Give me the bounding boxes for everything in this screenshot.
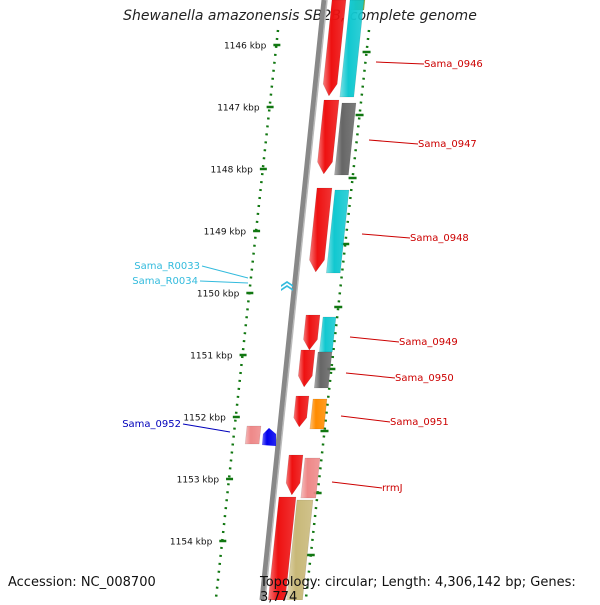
gene-label: Sama_R0033 bbox=[134, 261, 200, 272]
gene-label-leader bbox=[331, 481, 383, 489]
cog-category-bar bbox=[286, 499, 314, 600]
cds-arrow bbox=[303, 314, 321, 351]
gene-label: Sama_0952 bbox=[122, 419, 181, 430]
accession-text: Accession: NC_008700 bbox=[8, 575, 156, 590]
cds-bar bbox=[267, 496, 297, 600]
scale-tick-label: 1154 kbp bbox=[170, 538, 213, 548]
scale-tick-label: 1147 kbp bbox=[217, 104, 260, 114]
cds-arrow bbox=[285, 454, 304, 496]
gene-label: Sama_0951 bbox=[390, 417, 449, 428]
gene-label-leader bbox=[375, 61, 425, 65]
trna-arrow bbox=[281, 285, 293, 291]
cog-category-bar bbox=[309, 398, 328, 430]
gene-label-leader bbox=[199, 280, 249, 284]
gene-label-leader bbox=[345, 372, 396, 379]
map-title: Shewanella amazonensis SB2B, complete ge… bbox=[123, 8, 477, 24]
scale-tick-label: 1150 kbp bbox=[197, 290, 240, 300]
genome-summary-text: Topology: circular; Length: 4,306,142 bp… bbox=[260, 575, 576, 605]
scale-tick-label: 1149 kbp bbox=[204, 228, 247, 238]
cog-category-bar bbox=[334, 102, 357, 176]
scale-tick-label: 1153 kbp bbox=[177, 476, 220, 486]
gene-label: rrmJ bbox=[382, 483, 403, 494]
gene-label-leader bbox=[182, 423, 231, 433]
scale-tick-label: 1152 kbp bbox=[183, 414, 226, 424]
gene-label-leader bbox=[368, 139, 419, 145]
trna-arrow bbox=[281, 281, 293, 287]
scale-tick-label: 1146 kbp bbox=[224, 42, 267, 52]
cds-arrow bbox=[293, 395, 310, 428]
reverse-cds-arrow bbox=[262, 428, 276, 446]
cog-category-bar bbox=[313, 351, 333, 389]
gene-label: Sama_R0034 bbox=[132, 276, 198, 287]
cds-arrow bbox=[298, 349, 316, 388]
gene-label: Sama_0948 bbox=[410, 233, 469, 244]
cog-category-bar bbox=[326, 189, 350, 274]
backbone-highlight bbox=[264, 0, 328, 600]
gene-label: Sama_0947 bbox=[418, 139, 477, 150]
gene-label: Sama_0950 bbox=[395, 373, 454, 384]
cog-category-bar bbox=[244, 425, 262, 445]
cds-arrow bbox=[309, 187, 333, 273]
backbone-line bbox=[259, 0, 327, 600]
gene-label: Sama_0949 bbox=[399, 337, 458, 348]
scale-tick-label: 1151 kbp bbox=[190, 352, 233, 362]
cds-arrow bbox=[322, 0, 347, 97]
cog-category-bar bbox=[300, 457, 321, 499]
gene-label-leader bbox=[340, 415, 391, 423]
gene-label-leader bbox=[201, 265, 249, 279]
cds-arrow bbox=[317, 99, 340, 175]
gene-label-leader bbox=[349, 336, 400, 343]
scale-tick-label: 1148 kbp bbox=[210, 166, 253, 176]
gene-label-leader bbox=[361, 233, 411, 239]
gene-label: Sama_0946 bbox=[424, 59, 483, 70]
cog-category-bar bbox=[319, 316, 337, 353]
cog-category-bar bbox=[339, 0, 365, 98]
